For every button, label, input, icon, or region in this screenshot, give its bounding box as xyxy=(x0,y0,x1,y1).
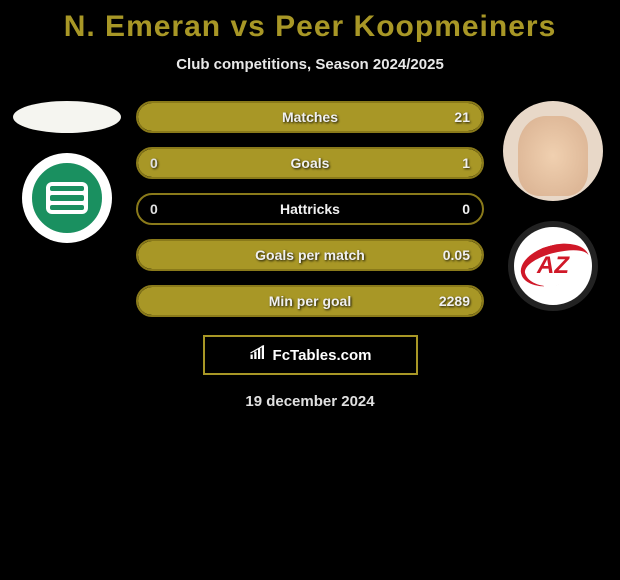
stat-left-value: 0 xyxy=(150,155,158,171)
stat-row: Min per goal 2289 xyxy=(136,285,484,317)
stat-right-value: 2289 xyxy=(439,293,470,309)
stats-column: Matches 21 0 Goals 1 0 Hattricks 0 Goals per mat… xyxy=(136,101,484,317)
stat-label: Hattricks xyxy=(280,201,340,217)
club-right-logo: AZ xyxy=(508,221,598,311)
club-left-logo xyxy=(22,153,112,243)
stat-label: Goals xyxy=(291,155,330,171)
stat-label: Min per goal xyxy=(269,293,351,309)
season-subtitle: Club competitions, Season 2024/2025 xyxy=(8,56,612,73)
stat-row: Goals per match 0.05 xyxy=(136,239,484,271)
bar-chart-icon xyxy=(249,344,267,367)
right-column: AZ xyxy=(498,101,608,311)
comparison-infographic: N. Emeran vs Peer Koopmeiners Club compe… xyxy=(0,0,620,418)
player-right-name: Peer Koopmeiners xyxy=(275,10,556,43)
stat-row: 0 Goals 1 xyxy=(136,147,484,179)
player-right-photo xyxy=(503,101,603,201)
stat-row: 0 Hattricks 0 xyxy=(136,193,484,225)
brand-footer: FcTables.com xyxy=(203,335,418,375)
stat-right-value: 0.05 xyxy=(443,247,470,263)
groningen-icon xyxy=(32,163,102,233)
stat-right-value: 0 xyxy=(462,201,470,217)
left-column xyxy=(12,101,122,243)
az-text-icon: AZ xyxy=(537,252,569,280)
stat-right-value: 1 xyxy=(462,155,470,171)
main-comparison-area: Matches 21 0 Goals 1 0 Hattricks 0 Goals per mat… xyxy=(8,101,612,317)
player-left-name: N. Emeran xyxy=(64,10,221,43)
stat-right-value: 21 xyxy=(454,109,470,125)
date-label: 19 december 2024 xyxy=(8,393,612,410)
stat-label: Goals per match xyxy=(255,247,365,263)
stat-left-value: 0 xyxy=(150,201,158,217)
stat-label: Matches xyxy=(282,109,338,125)
player-left-photo xyxy=(13,101,121,133)
page-title: N. Emeran vs Peer Koopmeiners xyxy=(8,10,612,44)
stat-row: Matches 21 xyxy=(136,101,484,133)
face-placeholder-icon xyxy=(518,116,588,196)
brand-text: FcTables.com xyxy=(273,347,372,364)
vs-separator: vs xyxy=(230,10,265,43)
